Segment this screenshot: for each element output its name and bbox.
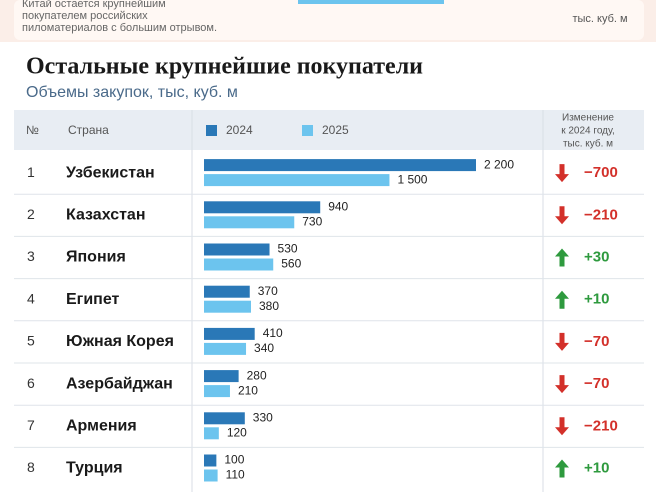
- bar: [204, 159, 476, 172]
- change-label: +30: [584, 248, 609, 265]
- rank: 1: [27, 164, 35, 180]
- country: Узбекистан: [66, 164, 155, 181]
- change-arrow: [555, 459, 569, 478]
- caption-line: покупателем российских: [22, 10, 148, 22]
- rank: 2: [27, 206, 35, 222]
- value-label: 940: [328, 199, 348, 213]
- value-label: 1 500: [397, 172, 427, 186]
- bar: [204, 285, 250, 298]
- bar: [204, 201, 321, 214]
- bar: [204, 216, 295, 229]
- change-arrow: [555, 248, 569, 267]
- country: Южная Корея: [66, 333, 174, 350]
- value-label: 110: [226, 468, 245, 482]
- value-label: 370: [258, 284, 278, 298]
- value-label: 280: [247, 368, 267, 382]
- value-label: 340: [254, 341, 274, 355]
- legend-swatch: [302, 125, 313, 136]
- change-label: −700: [584, 164, 618, 181]
- change-label: +10: [584, 291, 609, 308]
- value-label: 380: [259, 299, 279, 313]
- caption-line: Китай остается крупнейшим: [22, 0, 166, 10]
- change-arrow: [555, 164, 569, 183]
- header-change: тыс. куб. м: [563, 138, 613, 150]
- country: Казахстан: [66, 207, 146, 224]
- rank: 5: [27, 333, 35, 349]
- value-label: 100: [224, 453, 244, 467]
- top-bar-fragment: [298, 0, 444, 4]
- rank: 8: [27, 459, 35, 475]
- bar: [204, 342, 247, 355]
- change-label: −210: [584, 206, 618, 223]
- rank: 3: [27, 248, 35, 264]
- header-rank: №: [26, 123, 39, 137]
- bar: [204, 300, 251, 313]
- value-label: 730: [302, 214, 322, 228]
- header-change: Изменение: [562, 113, 614, 124]
- change-arrow: [555, 375, 569, 394]
- bar: [204, 370, 239, 383]
- bar: [204, 174, 390, 187]
- bar: [204, 327, 255, 340]
- header-country: Страна: [68, 123, 109, 137]
- rank: 7: [27, 417, 35, 433]
- value-label: 2 200: [484, 157, 514, 171]
- header-change: к 2024 году,: [561, 126, 615, 137]
- change-arrow: [555, 290, 569, 309]
- header-row: [14, 110, 644, 150]
- change-label: −70: [584, 375, 609, 392]
- country: Азербайджан: [66, 375, 173, 392]
- top-unit: тыс. куб. м: [572, 13, 627, 25]
- change-label: −210: [584, 417, 618, 434]
- legend-swatch: [206, 125, 217, 136]
- bar: [204, 385, 230, 398]
- bar: [204, 469, 218, 482]
- bar: [204, 243, 270, 256]
- rank: 6: [27, 375, 35, 391]
- change-arrow: [555, 417, 569, 436]
- bar: [204, 427, 219, 440]
- change-arrow: [555, 332, 569, 351]
- value-label: 330: [253, 410, 273, 424]
- value-label: 410: [263, 326, 283, 340]
- country: Армения: [66, 418, 137, 435]
- legend-label: 2025: [322, 123, 349, 137]
- bar: [204, 454, 217, 467]
- change-label: +10: [584, 459, 609, 476]
- country: Япония: [66, 249, 126, 266]
- bar: [204, 412, 245, 425]
- rank: 4: [27, 290, 35, 306]
- chart-title: Остальные крупнейшие покупатели: [26, 54, 423, 80]
- caption-line: пиломатериалов с большим отрывом.: [22, 22, 217, 34]
- value-label: 210: [238, 383, 258, 397]
- bar: [204, 258, 274, 271]
- top-card: [14, 0, 644, 40]
- value-label: 560: [281, 257, 301, 271]
- value-label: 120: [227, 425, 247, 439]
- legend-label: 2024: [226, 123, 253, 137]
- country: Египет: [66, 291, 120, 308]
- value-label: 530: [278, 242, 298, 256]
- chart-subtitle: Объемы закупок, тыс, куб. м: [26, 84, 238, 101]
- change-arrow: [555, 206, 569, 225]
- country: Турция: [66, 460, 123, 477]
- change-label: −70: [584, 333, 609, 350]
